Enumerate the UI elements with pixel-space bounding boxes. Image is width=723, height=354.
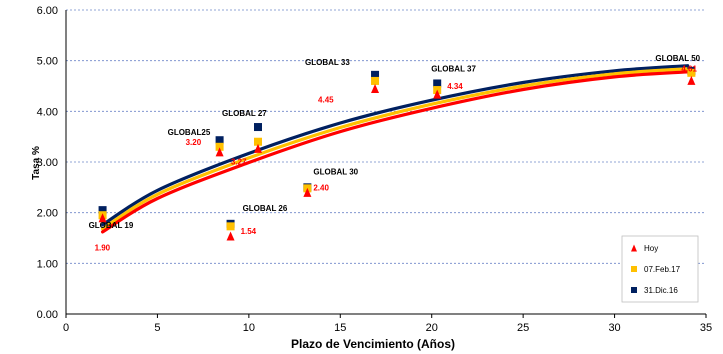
x-tick-label: 30: [608, 322, 620, 334]
marker-hoy: [215, 147, 224, 157]
bond-name-label: GLOBAL25: [168, 128, 211, 137]
marker-hoy: [687, 75, 696, 85]
x-tick-label: 10: [243, 322, 255, 334]
y-axis-title: Tasa %: [31, 146, 42, 180]
x-tick-label: 20: [426, 322, 438, 334]
bond-value-label: 1.54: [241, 227, 257, 236]
marker-hoy: [433, 89, 442, 99]
marker-31-dic-16: [215, 136, 224, 145]
y-tick-label: 0.00: [37, 309, 58, 321]
axes: 0.00 1.00 2.00 3.00 4.00 5.00 6.00 0 5 10 15 20 25 30…: [37, 5, 713, 334]
curve-07-feb-17: [101, 67, 690, 231]
bond-value-label: 3.27: [231, 157, 247, 166]
marker-hoy: [371, 84, 380, 94]
legend-label: 07.Feb.17: [644, 265, 681, 274]
marker-31-dic-16: [98, 206, 107, 215]
bond-value-label: 3.20: [186, 138, 202, 147]
marker-07-feb-17: [371, 76, 380, 85]
bond-value-label: 4.34: [447, 82, 463, 91]
y-tick-label: 3.00: [37, 157, 58, 169]
marker-31-dic-16: [433, 79, 442, 88]
bond-name-label: GLOBAL 26: [243, 204, 288, 213]
fitted-curves: [101, 64, 690, 234]
marker-07-feb-17: [254, 137, 262, 146]
marker-31-dic-16: [254, 123, 262, 132]
marker-hoy: [98, 213, 107, 223]
x-tick-label: 0: [63, 322, 69, 334]
legend-marker: [631, 244, 637, 252]
legend: Hoy 07.Feb.17 31.Dic.16: [621, 235, 699, 303]
marker-07-feb-17: [215, 142, 224, 151]
bond-value-label: 2.40: [313, 183, 329, 192]
y-tick-label: 2.00: [37, 208, 58, 220]
x-tick-label: 25: [517, 322, 529, 334]
x-tick-label: 35: [700, 322, 712, 334]
bond-value-label: 1.90: [95, 244, 111, 253]
marker-hoy: [226, 231, 235, 241]
bond-value-label: 4.61: [681, 64, 697, 73]
y-tick-label: 5.00: [37, 56, 58, 68]
bond-name-label: GLOBAL 19: [89, 221, 134, 230]
bond-name-label: GLOBAL 37: [431, 64, 476, 73]
legend-marker: [631, 287, 637, 293]
y-tick-label: 1.00: [37, 258, 58, 270]
marker-hoy: [303, 187, 312, 197]
bond-name-label: GLOBAL 33: [305, 58, 350, 67]
marker-hoy: [254, 143, 262, 153]
curve-31-dic-16: [101, 64, 690, 227]
y-tick-label: 4.00: [37, 106, 58, 118]
bond-name-label: GLOBAL 30: [313, 167, 358, 176]
x-axis-title: Plazo de Vencimiento (Años): [291, 337, 455, 351]
curve-hoy: [101, 70, 690, 234]
marker-07-feb-17: [687, 68, 696, 77]
legend-label: Hoy: [644, 244, 658, 253]
bond-name-label: GLOBAL 27: [222, 109, 267, 118]
bond-value-label: 4.45: [318, 96, 334, 105]
data-markers: [98, 66, 696, 241]
legend-label: 31.Dic.16: [644, 286, 678, 295]
y-tick-label: 6.00: [37, 5, 58, 17]
x-tick-label: 5: [154, 322, 160, 334]
marker-31-dic-16: [371, 70, 380, 79]
marker-07-feb-17: [226, 222, 235, 231]
x-tick-label: 15: [334, 322, 346, 334]
legend-marker: [631, 266, 637, 272]
bond-name-label: GLOBAL 50: [655, 54, 700, 63]
